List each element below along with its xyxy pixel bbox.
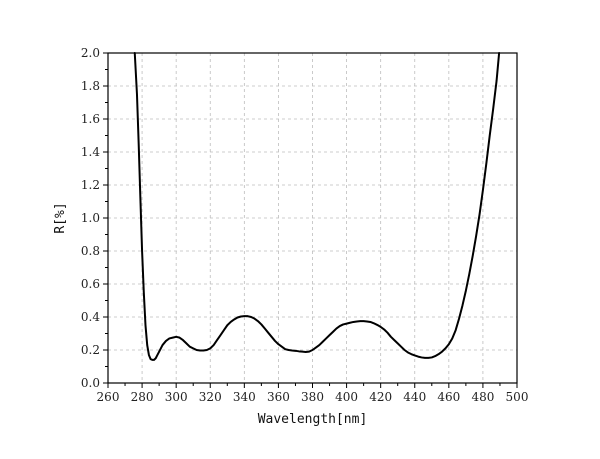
plot-frame bbox=[107, 52, 518, 384]
y-tick-label: 1.2 bbox=[81, 178, 100, 192]
x-tick-label: 500 bbox=[506, 390, 529, 404]
y-tick-label: 0.4 bbox=[81, 310, 100, 324]
x-tick-labels: 260 280 300 320 340 360 380 400 420 440 460 480 500 bbox=[97, 390, 529, 404]
y-tick-label: 1.8 bbox=[81, 79, 100, 93]
x-tick-label: 300 bbox=[165, 390, 188, 404]
y-tick-label: 0.6 bbox=[81, 277, 100, 291]
x-tick-label: 440 bbox=[403, 390, 426, 404]
y-tick-label: 0.0 bbox=[81, 376, 100, 390]
x-tick-label: 360 bbox=[267, 390, 290, 404]
y-tick-labels: 0.0 0.2 0.4 0.6 0.8 1.0 1.2 1.4 1.6 1.8 2.0 bbox=[81, 46, 100, 390]
grid bbox=[108, 53, 517, 383]
series-layer bbox=[133, 52, 501, 361]
y-tick-label: 1.0 bbox=[81, 211, 100, 225]
x-tick-label: 340 bbox=[233, 390, 256, 404]
x-tick-label: 460 bbox=[437, 390, 460, 404]
x-axis-title: Wavelength[nm] bbox=[258, 412, 368, 427]
y-tick-label: 2.0 bbox=[81, 46, 100, 60]
x-tick-label: 320 bbox=[199, 390, 222, 404]
y-tick-label: 0.8 bbox=[81, 244, 100, 258]
series-line bbox=[133, 52, 501, 361]
x-tick-label: 380 bbox=[301, 390, 324, 404]
x-tick-label: 280 bbox=[131, 390, 154, 404]
x-tick-label: 480 bbox=[471, 390, 494, 404]
x-tick-label: 400 bbox=[335, 390, 358, 404]
y-tick-label: 0.2 bbox=[81, 343, 100, 357]
y-tick-label: 1.4 bbox=[81, 145, 100, 159]
x-tick-label: 420 bbox=[369, 390, 392, 404]
axis-ticks bbox=[103, 52, 518, 388]
y-tick-label: 1.6 bbox=[81, 112, 100, 126]
x-tick-label: 260 bbox=[97, 390, 120, 404]
y-axis-title: R[%] bbox=[53, 202, 68, 233]
